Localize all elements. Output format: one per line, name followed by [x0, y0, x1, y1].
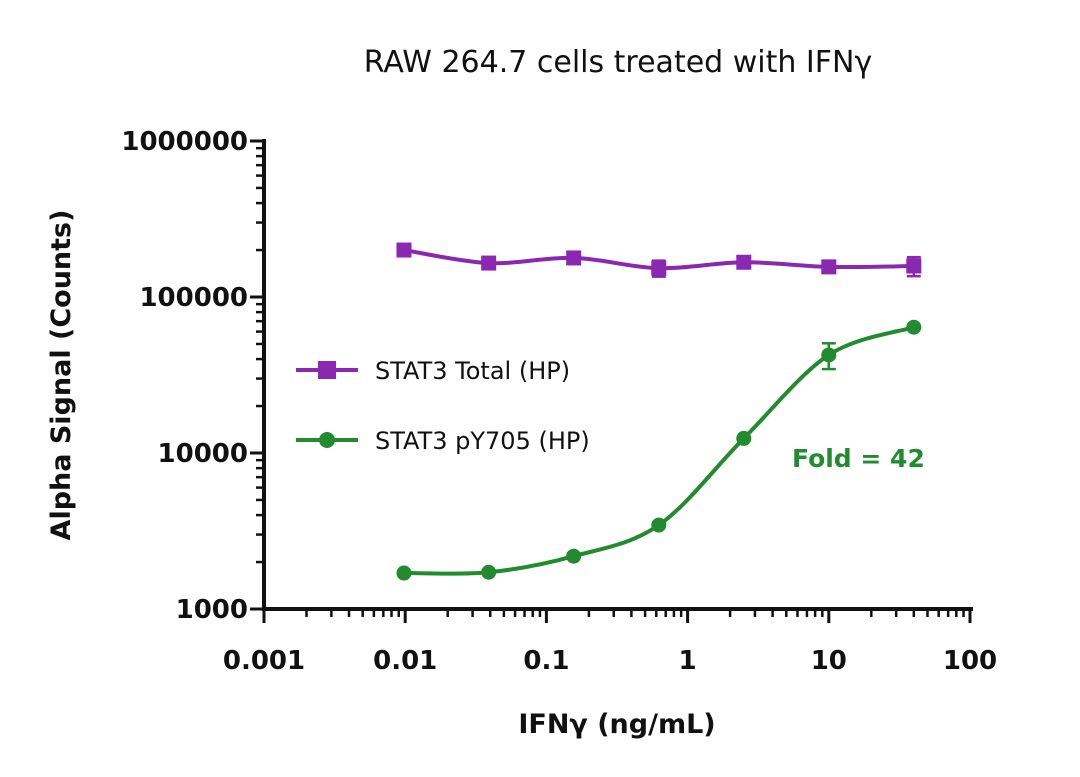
data-point — [906, 258, 922, 274]
series-group — [396, 242, 922, 581]
data-point — [821, 347, 837, 363]
y-tick-label: 100000 — [139, 283, 248, 313]
y-axis-label: Alpha Signal (Counts) — [46, 210, 77, 541]
data-point — [736, 430, 752, 446]
legend-marker-total — [318, 361, 336, 379]
y-tick-label: 10000 — [158, 439, 248, 469]
data-point — [651, 260, 667, 276]
legend: STAT3 Total (HP) STAT3 pY705 (HP) — [296, 357, 590, 455]
y-tick-label: 1000000 — [121, 127, 248, 157]
data-point — [906, 319, 922, 335]
data-point — [566, 250, 582, 266]
data-point — [396, 565, 412, 581]
series-stat3-total — [396, 242, 922, 278]
x-tick-label: 0.001 — [223, 646, 305, 676]
series-stat3-py705 — [396, 319, 922, 581]
x-tick-label: 10 — [811, 646, 847, 676]
data-point — [481, 564, 497, 580]
data-point — [821, 259, 837, 275]
x-tick-label: 100 — [943, 646, 997, 676]
legend-label-py705: STAT3 pY705 (HP) — [375, 427, 590, 455]
data-point — [736, 254, 752, 270]
chart-title: RAW 264.7 cells treated with IFNγ — [364, 45, 872, 80]
x-tick-label: 1 — [679, 646, 697, 676]
axes: 0.001 0.01 0.1 1 10 100 1000 10000 100000 1000000 — [121, 127, 997, 676]
fold-annotation: Fold = 42 — [792, 444, 925, 473]
data-point — [651, 517, 667, 533]
legend-marker-py705 — [319, 432, 335, 448]
x-axis-label: IFNγ (ng/mL) — [518, 709, 715, 740]
data-point — [396, 242, 412, 258]
x-tick-label: 0.01 — [373, 646, 437, 676]
data-point — [481, 255, 497, 271]
y-tick-label: 1000 — [176, 595, 248, 625]
legend-label-total: STAT3 Total (HP) — [375, 357, 570, 385]
data-point — [566, 548, 582, 564]
x-tick-label: 0.1 — [523, 646, 569, 676]
